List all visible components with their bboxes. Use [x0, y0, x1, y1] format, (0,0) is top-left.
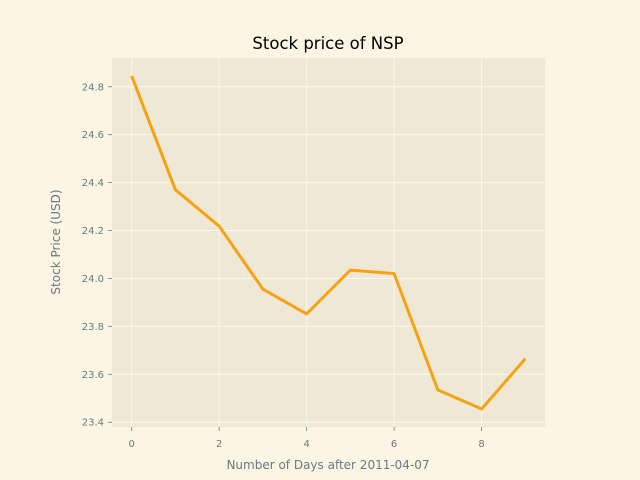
y-tick-label: 24.8 [82, 82, 104, 93]
chart-title: Stock price of NSP [252, 34, 403, 53]
y-axis-label: Stock Price (USD) [49, 189, 63, 294]
y-tick-label: 24.4 [82, 178, 104, 189]
y-tick-label: 23.6 [82, 370, 104, 381]
y-tick-label: 23.4 [82, 418, 104, 429]
y-tick-label: 24.0 [82, 274, 104, 285]
series-line [130, 75, 527, 411]
plot-area [112, 58, 545, 427]
y-tick-label: 24.2 [82, 226, 104, 237]
axis-ticks: 0 2 4 6 8 23.4 23.6 23.8 24.0 24.2 24.4 24.6 24.8 [82, 82, 485, 450]
x-tick-label: 4 [303, 439, 309, 450]
x-tick-label: 0 [128, 439, 134, 450]
y-tick-label: 24.6 [82, 130, 104, 141]
x-tick-label: 2 [216, 439, 222, 450]
x-tick-label: 8 [478, 439, 484, 450]
x-axis-label: Number of Days after 2011-04-07 [226, 458, 429, 472]
y-tick-label: 23.8 [82, 322, 104, 333]
grid [112, 58, 545, 427]
x-tick-label: 6 [391, 439, 397, 450]
